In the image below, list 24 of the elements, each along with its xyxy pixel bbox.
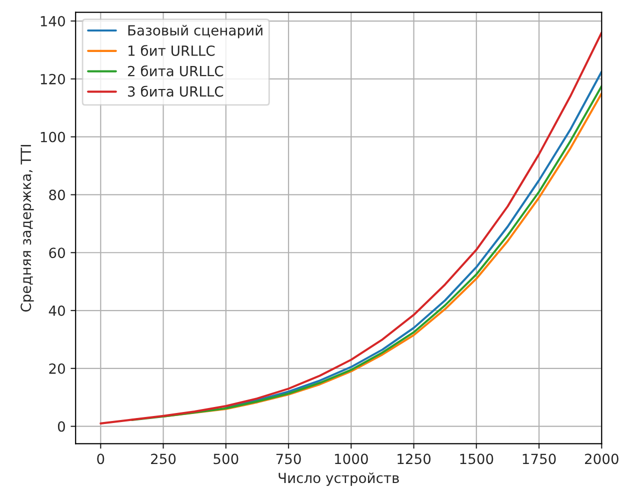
- x-axis-title: Число устройств: [278, 472, 399, 486]
- y-axis-title: Средняя задержка, TTI: [20, 144, 34, 312]
- y-tick-label: 20: [49, 363, 65, 374]
- x-tick-label: 2000: [584, 454, 618, 464]
- y-tick-label: 120: [40, 74, 65, 84]
- y-tick-label: 100: [40, 132, 65, 142]
- x-tick-label: 500: [214, 454, 238, 464]
- legend-label: 3 бита URLLC: [128, 86, 224, 97]
- x-tick-label: 0: [97, 454, 104, 464]
- line-series: [224, 70, 602, 409]
- y-tick-label: 80: [49, 190, 65, 200]
- y-tick-label: 0: [58, 421, 65, 432]
- legend-label: 2 бита URLLC: [128, 65, 224, 76]
- x-tick-label: 1750: [522, 454, 556, 464]
- y-tick-label: 60: [49, 248, 65, 258]
- x-tick-label: 1500: [460, 454, 494, 464]
- y-tick-label: 40: [48, 305, 65, 316]
- legend-label: 1 бит URLLC: [128, 44, 215, 56]
- x-tick-label: 750: [276, 454, 301, 464]
- x-tick-label: 1250: [398, 454, 431, 464]
- y-tick-label: 140: [40, 16, 65, 26]
- x-tick-label: 250: [151, 454, 176, 464]
- x-tick-label: 1000: [335, 454, 368, 464]
- legend-label: Базовый сценарий: [128, 24, 262, 38]
